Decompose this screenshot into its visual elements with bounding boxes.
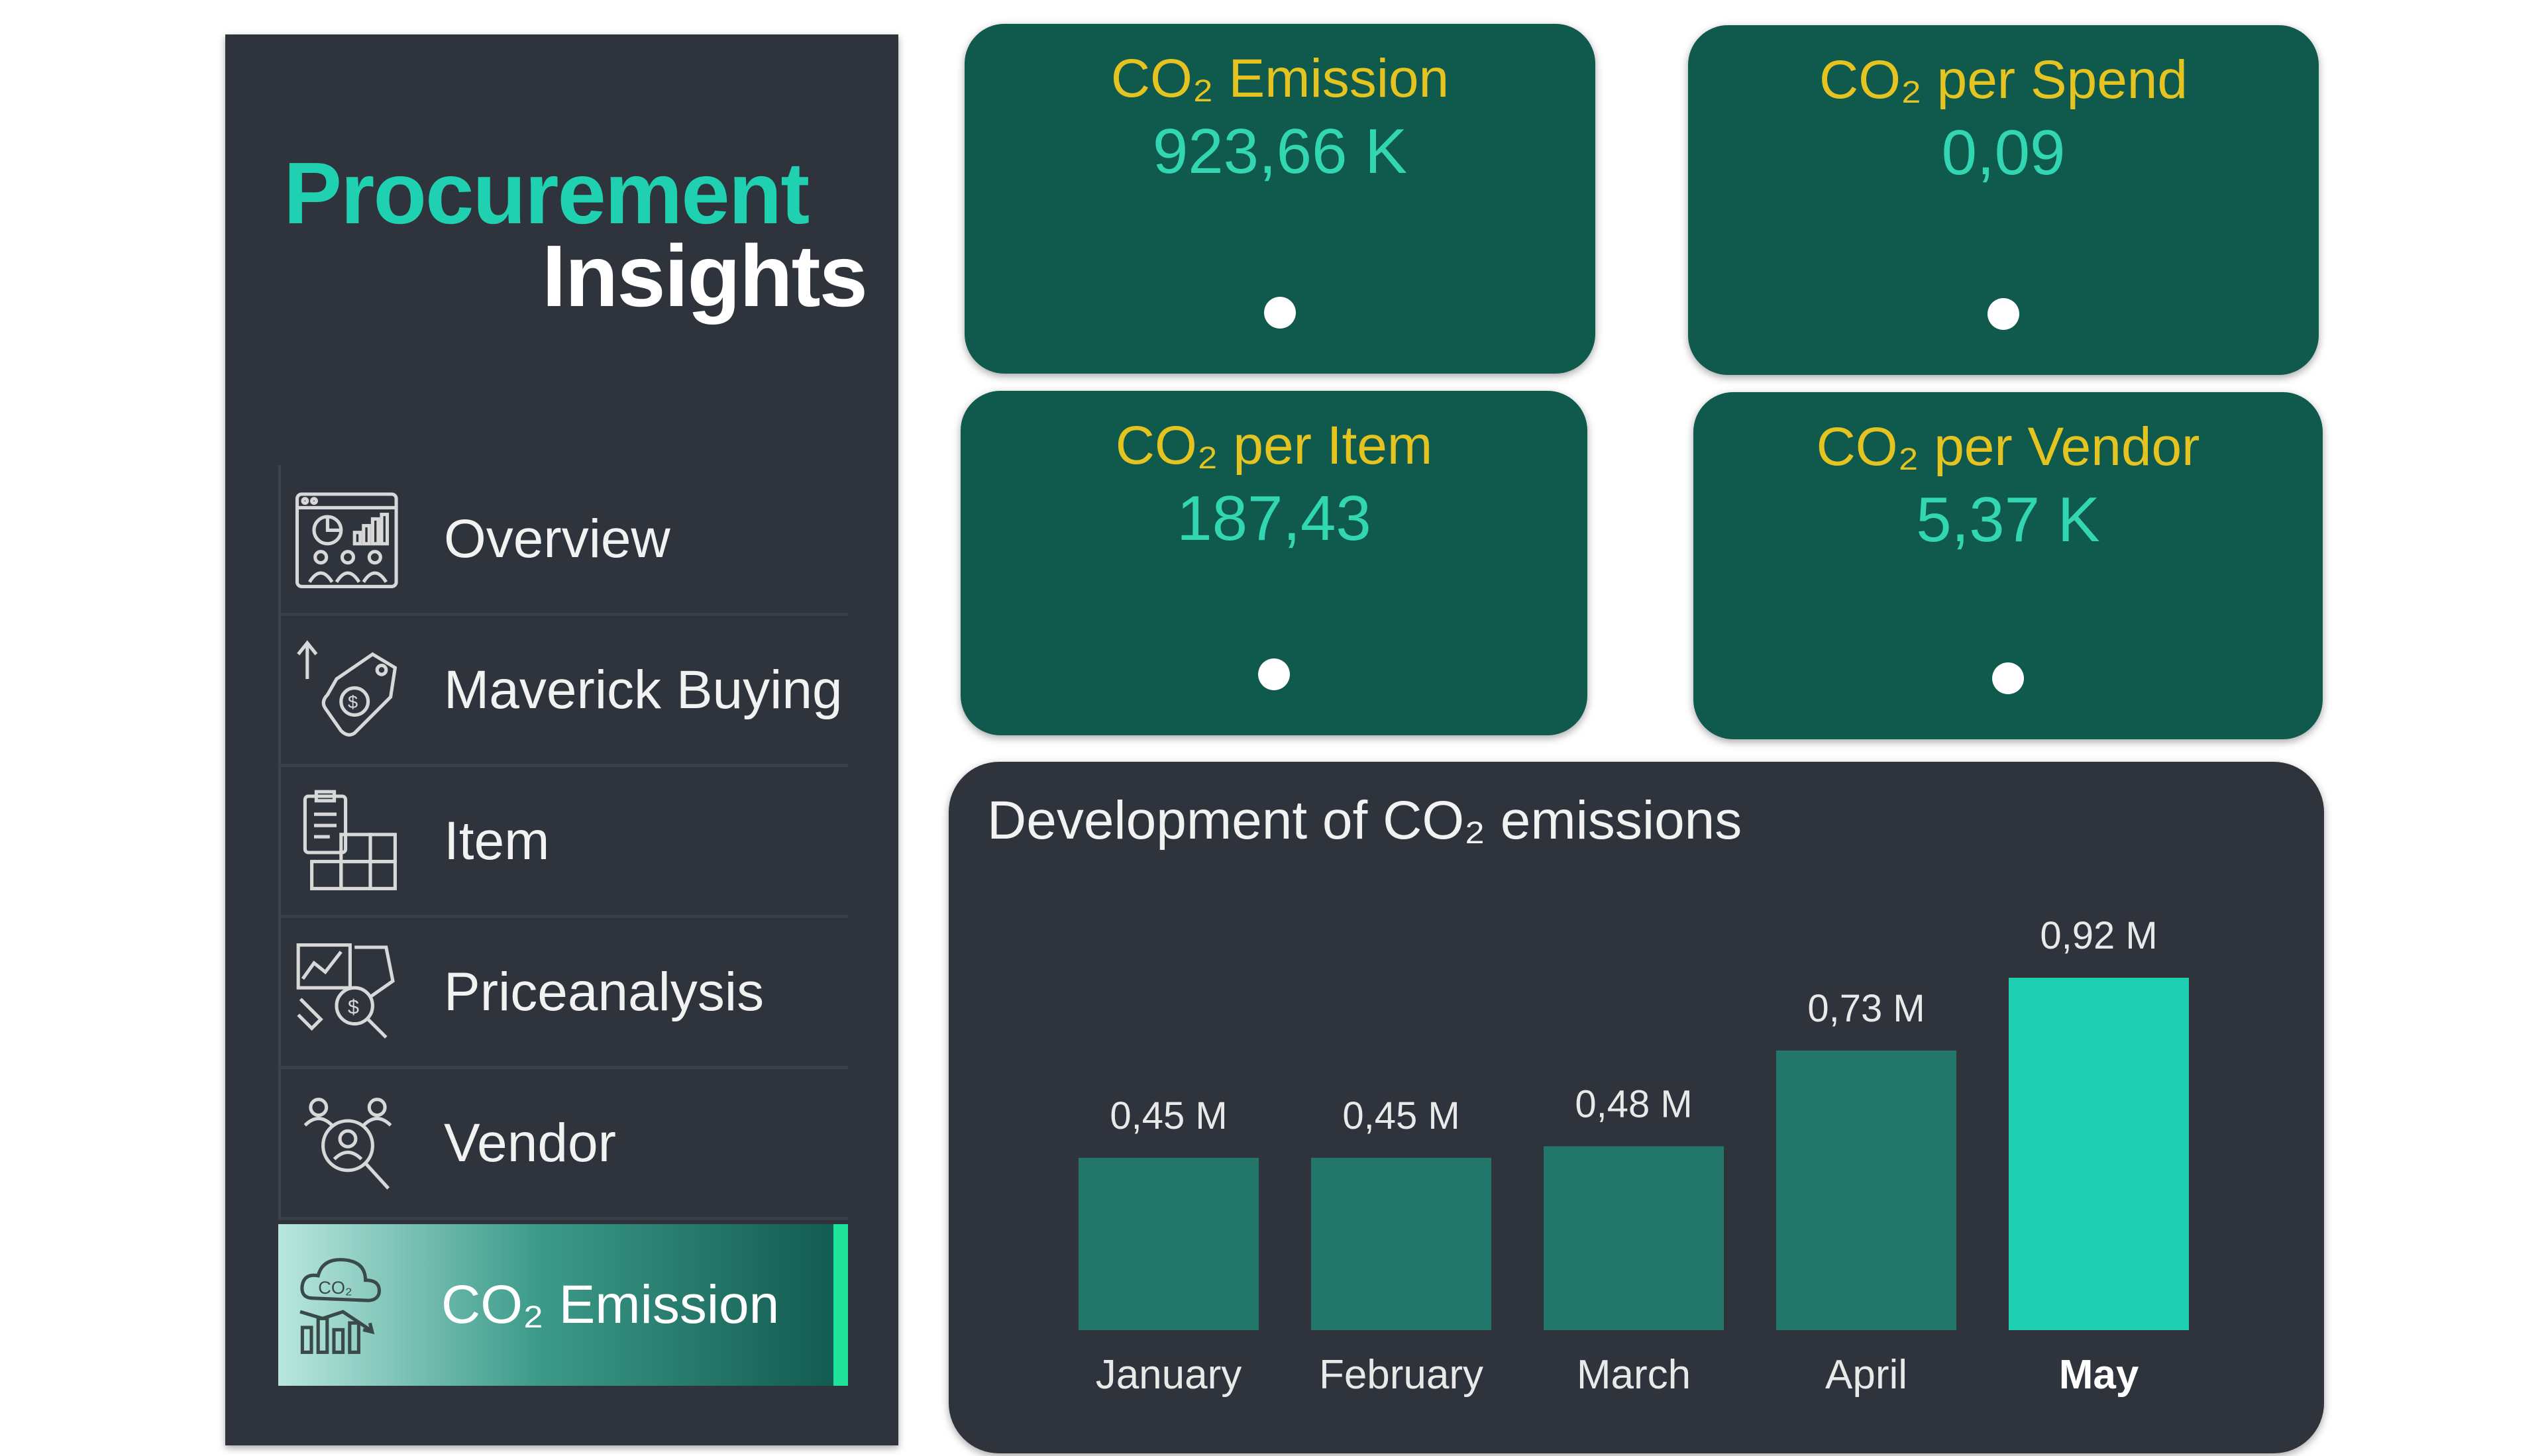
svg-text:$: $ — [348, 692, 358, 712]
data-label-may: 0,92 M — [2040, 914, 2157, 957]
data-label-march: 0,48 M — [1575, 1082, 1692, 1125]
kpi-indicator-dot — [1258, 658, 1290, 690]
nav-item-maverick-buying[interactable]: $ Maverick Buying — [278, 616, 848, 767]
kpi-value: 5,37 K — [1916, 484, 2100, 555]
kpi-card-co2-per-spend: CO₂ per Spend 0,09 — [1688, 25, 2319, 375]
x-tick-label-may: May — [2059, 1352, 2139, 1398]
nav-label: Priceanalysis — [444, 961, 765, 1022]
x-tick-label-january: January — [1096, 1352, 1242, 1398]
nav-item-vendor[interactable]: Vendor — [278, 1069, 848, 1220]
nav-item-item[interactable]: Item — [278, 767, 848, 918]
data-label-april: 0,73 M — [1807, 987, 1925, 1030]
kpi-value: 923,66 K — [1152, 116, 1408, 187]
svg-text:$: $ — [348, 996, 359, 1018]
nav-item-co2-emission[interactable]: CO₂ CO₂ Emission — [278, 1224, 848, 1386]
x-tick-label-april: April — [1825, 1352, 1907, 1398]
data-label-february: 0,45 M — [1342, 1094, 1459, 1137]
co2-bar-chart: 0,45 M January 0,45 M February 0,48 M March 0,… — [1079, 914, 2189, 1398]
data-label-january: 0,45 M — [1110, 1094, 1227, 1137]
co2-chart-panel: Development of CO₂ emissions 0,45 M Janua… — [949, 762, 2324, 1453]
kpi-value: 0,09 — [1941, 117, 2066, 188]
svg-text:CO₂: CO₂ — [318, 1277, 352, 1298]
price-tag-icon: $ — [292, 634, 404, 747]
kpi-indicator-dot — [1264, 297, 1296, 329]
nav-item-priceanalysis[interactable]: $ Priceanalysis — [278, 918, 848, 1069]
bar-january[interactable] — [1079, 1157, 1259, 1330]
sidebar: Procurement Insights Overview — [225, 34, 898, 1445]
brand-title-line2: Insights — [541, 227, 868, 325]
vendor-search-icon — [292, 1087, 404, 1200]
brand-title-line1: Procurement — [284, 144, 810, 242]
kpi-title: CO₂ per Spend — [1819, 50, 2188, 110]
x-tick-label-march: March — [1577, 1352, 1691, 1398]
x-tick-label-february: February — [1319, 1352, 1483, 1398]
brand-logo: Procurement Insights — [284, 144, 868, 325]
kpi-title: CO₂ per Item — [1115, 415, 1433, 476]
clipboard-boxes-icon — [292, 785, 404, 898]
co2-cloud-icon: CO₂ — [289, 1249, 401, 1361]
dashboard-icon — [292, 483, 404, 596]
kpi-card-co2-emission: CO₂ Emission 923,66 K — [965, 24, 1595, 374]
nav-label: Maverick Buying — [444, 659, 843, 720]
kpi-indicator-dot — [1992, 662, 2024, 694]
kpi-indicator-dot — [1988, 298, 2019, 330]
bar-february[interactable] — [1311, 1157, 1491, 1330]
nav-label: Vendor — [444, 1112, 616, 1173]
nav-item-overview[interactable]: Overview — [278, 465, 848, 616]
kpi-card-co2-per-vendor: CO₂ per Vendor 5,37 K — [1693, 392, 2323, 739]
bar-march[interactable] — [1544, 1146, 1724, 1330]
sidebar-nav: Overview $ Maverick Buying — [278, 465, 848, 1386]
kpi-title: CO₂ Emission — [1110, 48, 1450, 109]
kpi-value: 187,43 — [1177, 483, 1371, 554]
bar-april[interactable] — [1776, 1050, 1956, 1330]
nav-label: Item — [444, 810, 550, 871]
kpi-card-co2-per-item: CO₂ per Item 187,43 — [961, 391, 1587, 735]
kpi-title: CO₂ per Vendor — [1816, 417, 2200, 477]
bar-may[interactable] — [2009, 978, 2189, 1330]
chart-title: Development of CO₂ emissions — [987, 790, 1742, 851]
price-analysis-icon: $ — [292, 936, 404, 1049]
nav-label: Overview — [444, 508, 670, 569]
nav-label: CO₂ Emission — [441, 1274, 780, 1335]
